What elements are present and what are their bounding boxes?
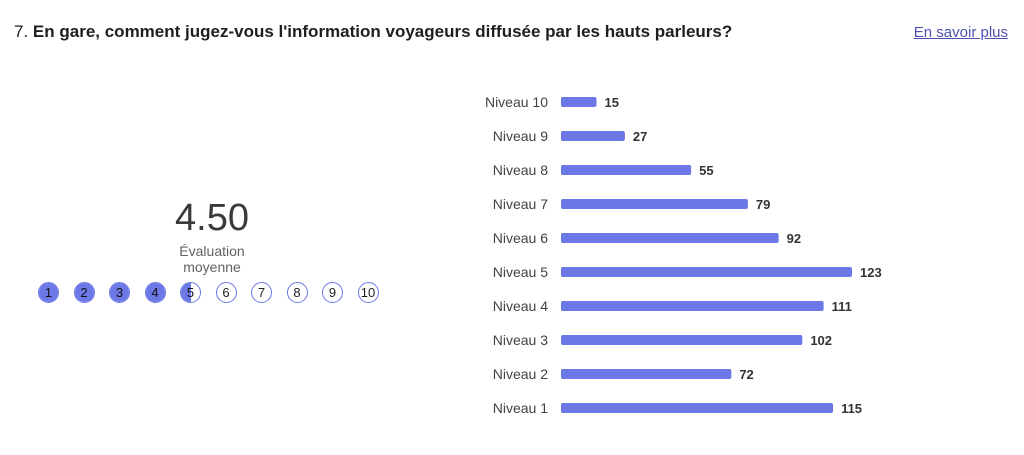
rating-circle-6: 6 — [215, 282, 237, 303]
rating-circle-label: 3 — [115, 285, 124, 300]
category-label: Niveau 9 — [493, 128, 548, 144]
rating-circle-label: 9 — [328, 285, 337, 300]
category-label: Niveau 4 — [493, 298, 548, 314]
value-label: 92 — [787, 231, 801, 246]
learn-more-link[interactable]: En savoir plus — [913, 24, 1008, 41]
value-label: 72 — [739, 367, 753, 382]
rating-circle-8: 8 — [286, 282, 308, 303]
rating-circle-label: 10 — [360, 285, 376, 300]
rating-circle-3: 3 — [109, 282, 130, 303]
rating-value: 4.50 — [175, 197, 249, 239]
rating-circle-label: 8 — [293, 285, 301, 300]
bar — [561, 369, 732, 379]
rating-circle-label: 2 — [80, 285, 88, 300]
value-label: 55 — [699, 163, 713, 178]
rating-circle-7: 7 — [251, 282, 272, 303]
value-label: 123 — [860, 265, 882, 280]
rating-circle-fill — [39, 283, 58, 302]
rating-circle-fill — [74, 283, 94, 302]
rating-circle-5: 5 — [180, 282, 201, 303]
category-label: Niveau 6 — [493, 230, 548, 246]
bar — [561, 97, 597, 107]
rating-circle-label: 1 — [44, 285, 53, 300]
rating-circle-1: 1 — [38, 282, 59, 303]
average-rating: 4.50 Évaluation moyenne — [0, 196, 424, 275]
value-label: 115 — [841, 401, 862, 416]
bar — [561, 165, 692, 175]
bar — [561, 301, 824, 311]
bar — [561, 233, 779, 243]
question-text: En gare, comment jugez-vous l'informatio… — [32, 22, 733, 41]
rating-circle-label: 6 — [222, 285, 230, 300]
rating-caption: Évaluation moyenne — [179, 243, 245, 275]
category-label: Niveau 3 — [493, 332, 548, 348]
category-label: Niveau 10 — [485, 94, 548, 110]
rating-circle-9: 9 — [322, 282, 343, 303]
category-label: Niveau 8 — [493, 162, 548, 178]
bar — [561, 335, 803, 345]
category-label: Niveau 2 — [493, 366, 548, 382]
category-label: Niveau 7 — [493, 196, 548, 212]
bar — [561, 403, 834, 413]
bar — [561, 267, 852, 277]
rating-circle-4: 4 — [144, 282, 166, 303]
value-label: 79 — [756, 197, 770, 212]
value-label: 111 — [832, 299, 852, 314]
value-label: 27 — [633, 129, 647, 144]
rating-circle-10: 10 — [357, 282, 379, 303]
value-label: 15 — [604, 95, 618, 110]
rating-circle-label: 7 — [257, 285, 266, 300]
rating-circle-fill — [181, 283, 191, 302]
question-title: 7. En gare, comment jugez-vous l'informa… — [14, 21, 732, 43]
rating-circle-label: 5 — [186, 285, 195, 300]
bar — [561, 199, 748, 209]
rating-circle-fill — [110, 283, 129, 302]
value-label: 102 — [810, 333, 832, 348]
question-number: 7. — [14, 22, 29, 41]
category-label: Niveau 1 — [493, 400, 548, 416]
bar — [561, 131, 625, 141]
rating-circle-label: 4 — [151, 285, 159, 300]
bar-chart: Niveau 10 15 Niveau 9 27 Niveau 8 55 Niveau 7 7… — [485, 94, 882, 416]
category-label: Niveau 5 — [493, 264, 548, 280]
rating-circle-fill — [145, 283, 165, 302]
rating-circle-2: 2 — [73, 282, 95, 303]
